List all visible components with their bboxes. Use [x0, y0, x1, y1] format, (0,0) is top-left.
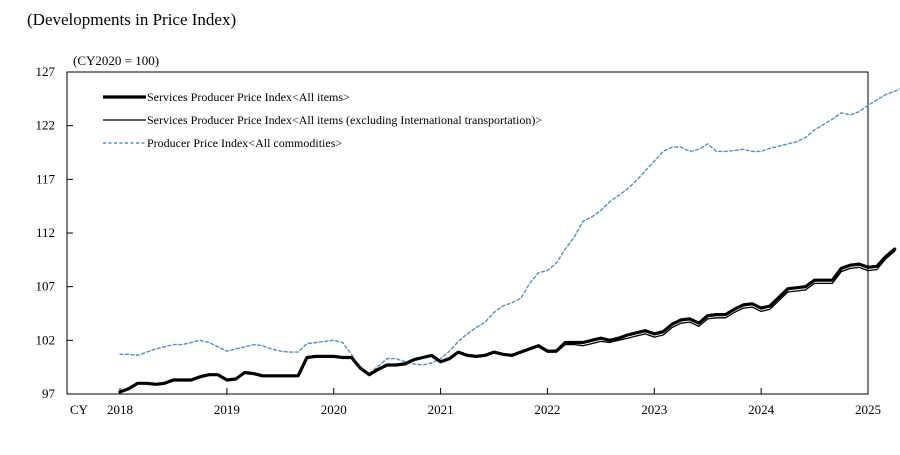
x-tick-label: 2018: [107, 402, 133, 417]
x-tick-label: 2022: [534, 402, 560, 417]
page-title: (Developments in Price Index): [27, 10, 237, 29]
x-tick-label: 2025: [855, 402, 881, 417]
legend-label-2: Producer Price Index<All commodities>: [147, 136, 342, 150]
y-tick-label: 122: [36, 118, 56, 133]
series-line-0: [118, 247, 897, 394]
y-tick-label: 97: [42, 386, 56, 401]
y-axis: 97 102 107 112 117 122 127: [36, 64, 73, 401]
x-tick-label: 2019: [214, 402, 240, 417]
y-tick-label: 107: [36, 279, 56, 294]
y-tick-label: 112: [36, 225, 55, 240]
x-tick-label: 2020: [321, 402, 347, 417]
legend: Services Producer Price Index<All items>…: [103, 90, 542, 150]
series-layer: [118, 87, 900, 394]
x-tick-label: 2024: [748, 402, 775, 417]
x-tick-label: 2021: [428, 402, 454, 417]
legend-label-1: Services Producer Price Index<All items …: [147, 113, 542, 127]
y-tick-label: 117: [36, 171, 56, 186]
x-axis: 2018 2019 2020 2021 2022 2023 2024 2025: [107, 388, 881, 417]
x-tick-label: 2023: [641, 402, 667, 417]
legend-label-0: Services Producer Price Index<All items>: [147, 90, 350, 104]
unit-label: (CY2020 = 100): [73, 53, 159, 68]
x-axis-prefix-label: CY: [70, 402, 89, 417]
series-line-2: [119, 87, 900, 375]
y-tick-label: 102: [36, 332, 56, 347]
y-tick-label: 127: [36, 64, 56, 79]
series-line-1: [119, 250, 896, 393]
